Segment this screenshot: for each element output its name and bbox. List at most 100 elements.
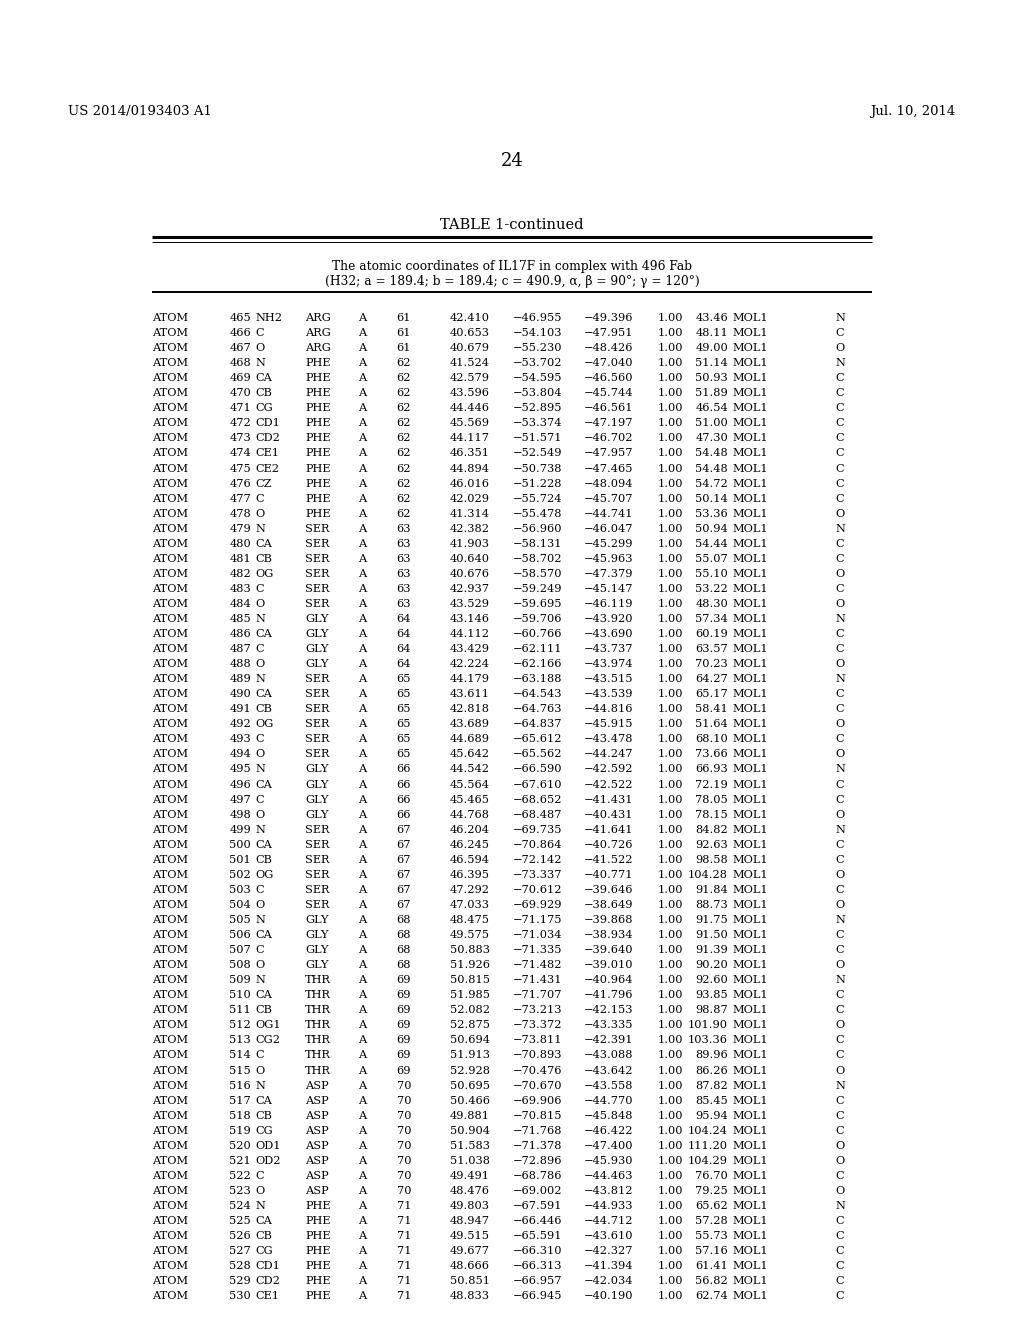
Text: −45.707: −45.707 bbox=[584, 494, 633, 504]
Text: 55.10: 55.10 bbox=[695, 569, 728, 579]
Text: −64.543: −64.543 bbox=[512, 689, 562, 700]
Text: 78.15: 78.15 bbox=[695, 809, 728, 820]
Text: 64: 64 bbox=[396, 644, 411, 655]
Text: 529: 529 bbox=[229, 1276, 251, 1286]
Text: SER: SER bbox=[305, 825, 330, 834]
Text: SER: SER bbox=[305, 539, 330, 549]
Text: 91.50: 91.50 bbox=[695, 931, 728, 940]
Text: SER: SER bbox=[305, 840, 330, 850]
Text: −40.726: −40.726 bbox=[584, 840, 633, 850]
Text: 481: 481 bbox=[229, 554, 251, 564]
Text: C: C bbox=[255, 583, 263, 594]
Text: O: O bbox=[835, 809, 844, 820]
Text: 63: 63 bbox=[396, 583, 411, 594]
Text: 51.64: 51.64 bbox=[695, 719, 728, 730]
Text: A: A bbox=[358, 1081, 367, 1090]
Text: 88.73: 88.73 bbox=[695, 900, 728, 909]
Text: N: N bbox=[255, 825, 265, 834]
Text: ATOM: ATOM bbox=[152, 539, 188, 549]
Text: ARG: ARG bbox=[305, 343, 331, 354]
Text: ATOM: ATOM bbox=[152, 1081, 188, 1090]
Text: N: N bbox=[255, 1201, 265, 1210]
Text: 98.58: 98.58 bbox=[695, 855, 728, 865]
Text: C: C bbox=[835, 1246, 844, 1257]
Text: −43.515: −43.515 bbox=[584, 675, 633, 684]
Text: 66: 66 bbox=[396, 795, 411, 805]
Text: 478: 478 bbox=[229, 508, 251, 519]
Text: ATOM: ATOM bbox=[152, 1185, 188, 1196]
Text: 76.70: 76.70 bbox=[695, 1171, 728, 1181]
Text: 70: 70 bbox=[396, 1126, 411, 1135]
Text: A: A bbox=[358, 554, 367, 564]
Text: PHE: PHE bbox=[305, 1201, 331, 1210]
Text: 1.00: 1.00 bbox=[657, 975, 683, 985]
Text: 72.19: 72.19 bbox=[695, 780, 728, 789]
Text: C: C bbox=[835, 689, 844, 700]
Text: C: C bbox=[835, 1126, 844, 1135]
Text: 63: 63 bbox=[396, 569, 411, 579]
Text: −70.612: −70.612 bbox=[512, 884, 562, 895]
Text: A: A bbox=[358, 1110, 367, 1121]
Text: A: A bbox=[358, 1276, 367, 1286]
Text: 1.00: 1.00 bbox=[657, 1171, 683, 1181]
Text: CE1: CE1 bbox=[255, 1291, 279, 1302]
Text: MOL1: MOL1 bbox=[732, 705, 768, 714]
Text: ATOM: ATOM bbox=[152, 479, 188, 488]
Text: −54.595: −54.595 bbox=[512, 374, 562, 383]
Text: 515: 515 bbox=[229, 1065, 251, 1076]
Text: ATOM: ATOM bbox=[152, 931, 188, 940]
Text: −64.837: −64.837 bbox=[512, 719, 562, 730]
Text: 492: 492 bbox=[229, 719, 251, 730]
Text: −73.372: −73.372 bbox=[512, 1020, 562, 1031]
Text: SER: SER bbox=[305, 870, 330, 880]
Text: 48.666: 48.666 bbox=[450, 1261, 490, 1271]
Text: 56.82: 56.82 bbox=[695, 1276, 728, 1286]
Text: 69: 69 bbox=[396, 990, 411, 1001]
Text: MOL1: MOL1 bbox=[732, 508, 768, 519]
Text: 52.875: 52.875 bbox=[450, 1020, 490, 1031]
Text: 62: 62 bbox=[396, 494, 411, 504]
Text: ATOM: ATOM bbox=[152, 1096, 188, 1106]
Text: −41.394: −41.394 bbox=[584, 1261, 633, 1271]
Text: 69: 69 bbox=[396, 1065, 411, 1076]
Text: −45.915: −45.915 bbox=[584, 719, 633, 730]
Text: A: A bbox=[358, 1246, 367, 1257]
Text: 54.48: 54.48 bbox=[695, 449, 728, 458]
Text: 51.985: 51.985 bbox=[450, 990, 490, 1001]
Text: A: A bbox=[358, 479, 367, 488]
Text: −43.335: −43.335 bbox=[584, 1020, 633, 1031]
Text: −45.744: −45.744 bbox=[584, 388, 633, 399]
Text: O: O bbox=[835, 508, 844, 519]
Text: 53.22: 53.22 bbox=[695, 583, 728, 594]
Text: OG: OG bbox=[255, 719, 273, 730]
Text: −67.591: −67.591 bbox=[512, 1201, 562, 1210]
Text: 514: 514 bbox=[229, 1051, 251, 1060]
Text: MOL1: MOL1 bbox=[732, 1201, 768, 1210]
Text: ATOM: ATOM bbox=[152, 1051, 188, 1060]
Text: 513: 513 bbox=[229, 1035, 251, 1045]
Text: 71: 71 bbox=[396, 1216, 411, 1226]
Text: O: O bbox=[255, 1065, 264, 1076]
Text: 1.00: 1.00 bbox=[657, 1020, 683, 1031]
Text: CG2: CG2 bbox=[255, 1035, 280, 1045]
Text: 70: 70 bbox=[396, 1171, 411, 1181]
Text: PHE: PHE bbox=[305, 418, 331, 429]
Text: 483: 483 bbox=[229, 583, 251, 594]
Text: A: A bbox=[358, 388, 367, 399]
Text: 42.579: 42.579 bbox=[450, 374, 490, 383]
Text: −46.955: −46.955 bbox=[512, 313, 562, 323]
Text: 1.00: 1.00 bbox=[657, 404, 683, 413]
Text: −53.804: −53.804 bbox=[512, 388, 562, 399]
Text: −41.431: −41.431 bbox=[584, 795, 633, 805]
Text: PHE: PHE bbox=[305, 1232, 331, 1241]
Text: 484: 484 bbox=[229, 599, 251, 609]
Text: 491: 491 bbox=[229, 705, 251, 714]
Text: −71.175: −71.175 bbox=[512, 915, 562, 925]
Text: MOL1: MOL1 bbox=[732, 1110, 768, 1121]
Text: −44.247: −44.247 bbox=[584, 750, 633, 759]
Text: The atomic coordinates of IL17F in complex with 496 Fab: The atomic coordinates of IL17F in compl… bbox=[332, 260, 692, 273]
Text: 46.395: 46.395 bbox=[450, 870, 490, 880]
Text: O: O bbox=[835, 1140, 844, 1151]
Text: ATOM: ATOM bbox=[152, 870, 188, 880]
Text: −69.906: −69.906 bbox=[512, 1096, 562, 1106]
